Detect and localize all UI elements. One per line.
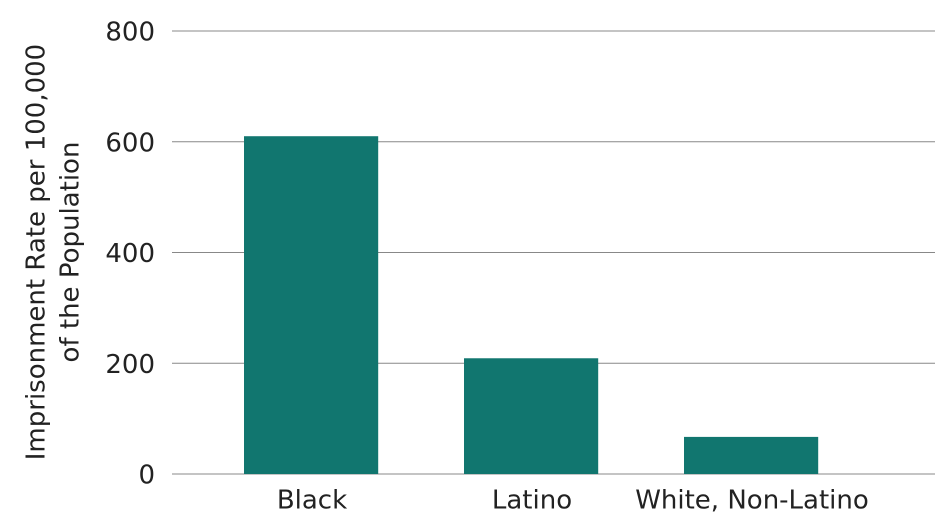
x-tick-label: White, Non-Latino (635, 486, 869, 516)
y-tick-label: 0 (138, 461, 155, 491)
y-tick-label: 400 (105, 239, 155, 269)
bar (684, 436, 819, 474)
y-tick-label: 200 (105, 350, 155, 380)
bar (464, 358, 599, 474)
bar (244, 136, 379, 474)
y-axis-title: Imprisonment Rate per 100,000 of the Pop… (22, 44, 86, 460)
y-tick-label: 800 (105, 18, 155, 48)
y-tick-label: 600 (105, 128, 155, 158)
x-tick-label: Black (277, 486, 347, 516)
y-axis-title-line: of the Population (56, 142, 86, 363)
y-axis-title-line: Imprisonment Rate per 100,000 (22, 44, 52, 460)
x-tick-label: Latino (492, 486, 572, 516)
